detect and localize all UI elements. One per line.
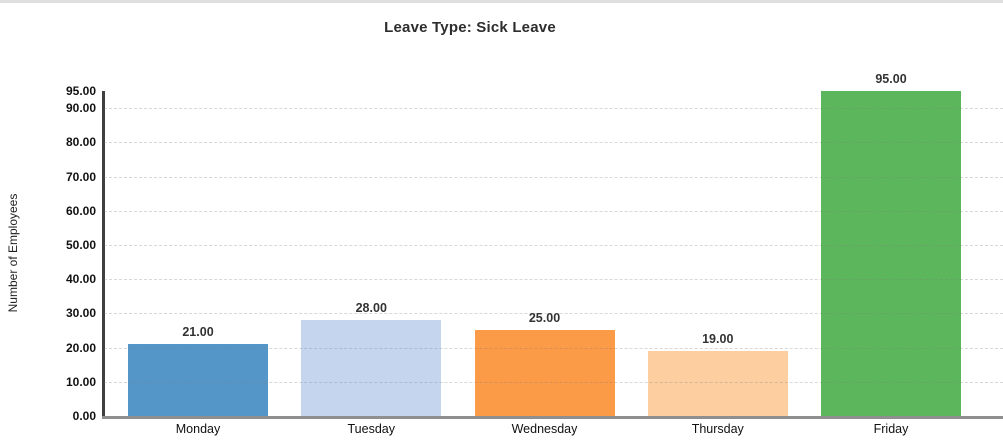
x-tick-label: Wednesday bbox=[511, 422, 578, 436]
gridline bbox=[104, 381, 1003, 383]
gridline bbox=[104, 176, 1003, 178]
bar-value-label: 25.00 bbox=[528, 311, 561, 326]
gridline bbox=[104, 279, 1003, 281]
bar-wednesday bbox=[474, 330, 615, 416]
bar-thursday bbox=[647, 351, 788, 416]
bar-value-label: 95.00 bbox=[875, 72, 907, 86]
y-tick-label: 90.00 bbox=[65, 101, 96, 116]
gridline bbox=[104, 108, 1003, 110]
gridline bbox=[104, 142, 1003, 144]
gridline bbox=[104, 244, 1003, 246]
y-tick-label: 40.00 bbox=[65, 272, 96, 287]
gridline bbox=[104, 347, 1003, 349]
y-tick-label: 10.00 bbox=[65, 374, 96, 389]
bar-monday bbox=[128, 344, 268, 416]
bar-value-label: 19.00 bbox=[702, 332, 734, 346]
x-tick-label: Friday bbox=[873, 422, 909, 436]
bar-value-label: 28.00 bbox=[355, 301, 387, 316]
x-axis-line bbox=[102, 416, 1003, 419]
y-axis-line bbox=[102, 91, 105, 416]
y-tick-label: 50.00 bbox=[65, 237, 96, 252]
plot-area: 21.00 28.00 25.00 19.00 95.00 bbox=[104, 72, 1003, 416]
x-tick-label: Thursday bbox=[691, 422, 744, 436]
y-tick-label: 30.00 bbox=[65, 306, 96, 321]
y-tick-label: 80.00 bbox=[65, 135, 96, 150]
gridline bbox=[104, 313, 1003, 315]
bar-value-label: 21.00 bbox=[182, 325, 214, 340]
x-tick-label: Monday bbox=[175, 422, 221, 436]
bar-tuesday bbox=[301, 320, 442, 416]
y-tick-label: 95.00 bbox=[65, 84, 96, 98]
y-tick-label: 60.00 bbox=[65, 203, 96, 218]
x-tick-label: Tuesday bbox=[347, 422, 395, 436]
y-tick-label: 70.00 bbox=[65, 169, 96, 184]
chart-title: Leave Type: Sick Leave bbox=[384, 19, 556, 36]
y-tick-label: 0.00 bbox=[72, 409, 96, 423]
bar-friday bbox=[821, 91, 961, 416]
y-tick-label: 20.00 bbox=[65, 340, 96, 355]
gridline bbox=[104, 210, 1003, 212]
